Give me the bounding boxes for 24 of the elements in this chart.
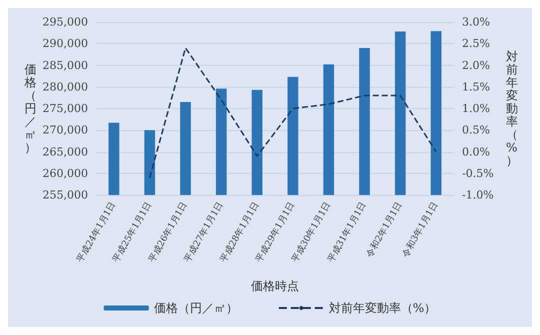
- y2-tick-label: 1.5%: [462, 80, 490, 94]
- x-axis-title: 価格時点: [251, 279, 299, 293]
- y2-tick-label: 3.0%: [462, 16, 490, 28]
- y2-tick-label: 2.5%: [462, 37, 490, 50]
- y-tick-label: 260,000: [42, 166, 88, 180]
- legend-label: 対前年変動率（%）: [328, 301, 436, 315]
- y2-tick-label: -1.0%: [462, 188, 494, 202]
- y2-tick-label: 2.0%: [462, 58, 490, 72]
- y2-tick-label: 0.5%: [462, 124, 490, 137]
- y-tick-label: 270,000: [42, 124, 88, 137]
- y-tick-label: 295,000: [42, 16, 88, 28]
- y-axis-title: 価格（円／㎡）: [24, 62, 37, 154]
- y-tick-label: 265,000: [42, 145, 88, 158]
- y-tick-label: 280,000: [42, 80, 88, 94]
- y2-tick-label: -0.5%: [462, 166, 494, 180]
- y2-tick-label: 1.0%: [462, 102, 490, 115]
- legend-label: 価格（円／㎡）: [154, 301, 238, 315]
- text: 対前年変動率（%）: [506, 50, 518, 168]
- y-tick-label: 275,000: [42, 102, 88, 115]
- y-tick-label: 255,000: [42, 188, 88, 202]
- y2-tick-label: 0.0%: [462, 145, 490, 158]
- y-tick-label: 285,000: [42, 58, 88, 72]
- y-tick-label: 290,000: [42, 37, 88, 50]
- line-series: [148, 47, 437, 178]
